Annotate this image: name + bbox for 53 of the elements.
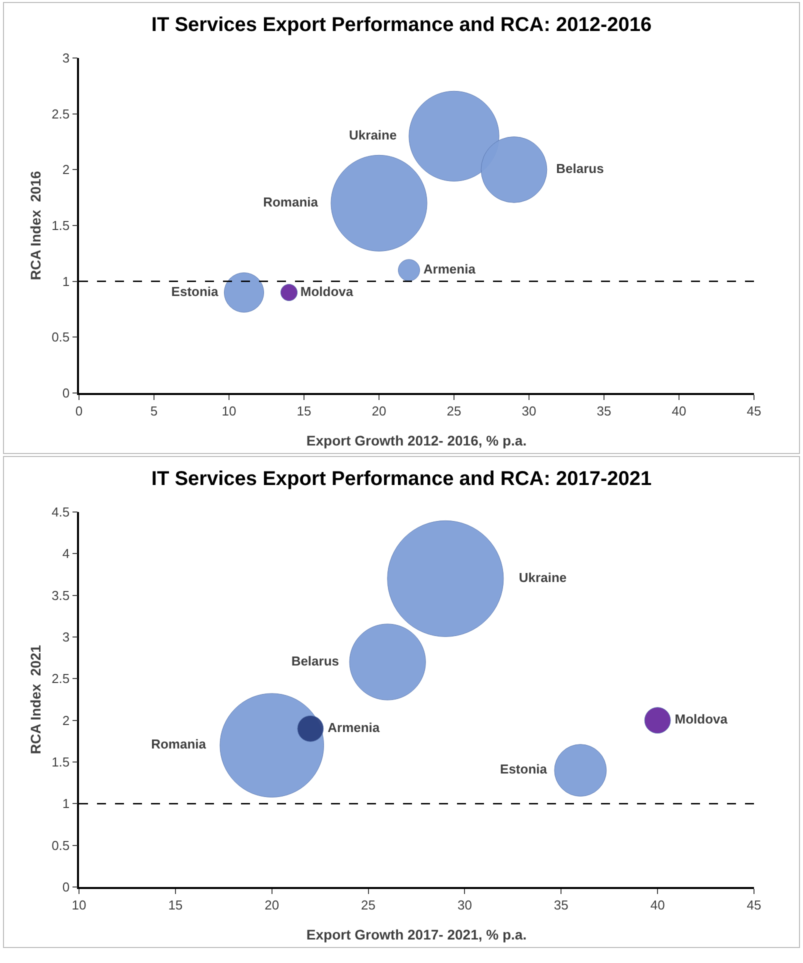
y-tick-label: 3.5 <box>52 588 70 603</box>
y-axis-title: RCA Index 2021 <box>28 644 44 754</box>
y-tick-label: 2.5 <box>52 106 70 122</box>
chart-title: IT Services Export Performance and RCA: 2012-2016 <box>151 14 652 36</box>
y-tick-label: 3 <box>62 630 70 645</box>
y-tick-label: 2 <box>62 162 70 178</box>
series-label: Moldova <box>300 284 354 299</box>
series-label: Moldova <box>674 712 728 727</box>
x-tick-label: 40 <box>672 403 686 418</box>
x-tick-label: 35 <box>554 897 568 912</box>
y-tick-label: 1 <box>62 274 70 289</box>
y-tick-label: 0.5 <box>52 838 70 853</box>
y-tick-label: 2.5 <box>52 671 70 686</box>
y-tick-label: 0 <box>62 386 70 401</box>
y-tick-label: 4.5 <box>52 504 70 520</box>
series-label: Romania <box>151 736 207 752</box>
series-label: Ukraine <box>349 127 397 142</box>
series-label: Belarus <box>291 653 340 668</box>
y-tick-label: 0 <box>62 880 70 895</box>
x-tick-label: 20 <box>372 403 386 418</box>
x-tick-label: 20 <box>264 897 280 912</box>
x-tick-label: 30 <box>522 403 536 418</box>
x-tick-label: 5 <box>150 403 158 418</box>
x-tick-label: 45 <box>746 897 762 912</box>
y-tick-label: 2 <box>62 712 70 728</box>
series-label: Ukraine <box>518 570 567 585</box>
x-tick-label: 10 <box>222 403 236 418</box>
series-label: Armenia <box>423 261 476 276</box>
x-tick-label: 25 <box>361 897 376 912</box>
x-axis-title: Export Growth 2017- 2021, % p.a. <box>306 926 527 942</box>
y-tick-label: 1.5 <box>52 754 70 770</box>
x-tick-label: 40 <box>650 897 665 912</box>
x-axis-title: Export Growth 2012- 2016, % p.a. <box>306 432 527 448</box>
series-label: Estonia <box>500 762 548 777</box>
y-tick-label: 0.5 <box>52 330 70 345</box>
x-tick-label: 30 <box>457 897 472 912</box>
x-tick-label: 0 <box>75 403 83 418</box>
series-label: Belarus <box>556 160 604 176</box>
y-tick-label: 3 <box>62 50 70 66</box>
series-label: Armenia <box>328 720 380 735</box>
x-tick-label: 15 <box>168 897 183 912</box>
x-tick-label: 10 <box>72 897 86 912</box>
series-label: Estonia <box>171 284 220 299</box>
x-tick-label: 35 <box>596 403 612 418</box>
x-tick-label: 25 <box>446 403 462 418</box>
y-tick-label: 1.5 <box>52 218 70 234</box>
y-tick-label: 1 <box>62 796 70 812</box>
series-label: Romania <box>263 194 319 210</box>
chart-title: IT Services Export Performance and RCA: 2017-2021 <box>151 468 652 490</box>
x-tick-label: 45 <box>746 403 762 418</box>
x-tick-label: 15 <box>296 403 312 418</box>
y-axis-title: RCA Index 2016 <box>28 170 44 280</box>
y-tick-label: 4 <box>62 546 70 562</box>
